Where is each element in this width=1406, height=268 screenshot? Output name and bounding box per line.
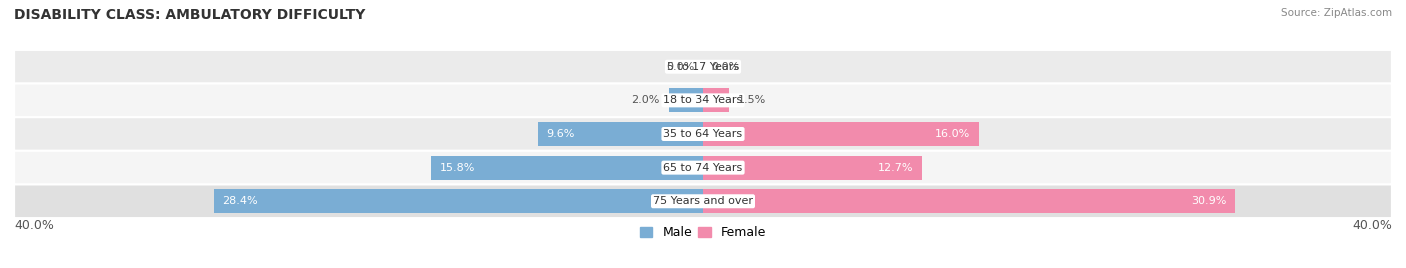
Bar (703, 122, 979, 146)
Text: 15.8%: 15.8% (440, 163, 475, 173)
Text: 9.6%: 9.6% (547, 129, 575, 139)
Text: 30.9%: 30.9% (1191, 196, 1226, 206)
Text: 5 to 17 Years: 5 to 17 Years (666, 62, 740, 72)
Text: 40.0%: 40.0% (1353, 219, 1392, 232)
Text: 40.0%: 40.0% (14, 219, 53, 232)
Bar (703, 189, 1236, 213)
Text: 2.0%: 2.0% (631, 95, 659, 105)
Legend: Male, Female: Male, Female (636, 221, 770, 244)
Bar (703, 88, 728, 113)
FancyBboxPatch shape (14, 84, 1392, 117)
FancyBboxPatch shape (14, 184, 1392, 218)
Text: 16.0%: 16.0% (935, 129, 970, 139)
Text: 18 to 34 Years: 18 to 34 Years (664, 95, 742, 105)
FancyBboxPatch shape (14, 117, 1392, 151)
Bar (430, 155, 703, 180)
Bar (537, 122, 703, 146)
Text: 0.0%: 0.0% (666, 62, 695, 72)
Text: DISABILITY CLASS: AMBULATORY DIFFICULTY: DISABILITY CLASS: AMBULATORY DIFFICULTY (14, 8, 366, 22)
FancyBboxPatch shape (14, 50, 1392, 84)
Text: Source: ZipAtlas.com: Source: ZipAtlas.com (1281, 8, 1392, 18)
FancyBboxPatch shape (14, 151, 1392, 184)
Text: 65 to 74 Years: 65 to 74 Years (664, 163, 742, 173)
Text: 1.5%: 1.5% (738, 95, 766, 105)
Text: 28.4%: 28.4% (222, 196, 259, 206)
Bar (703, 155, 922, 180)
Bar (669, 88, 703, 113)
Text: 75 Years and over: 75 Years and over (652, 196, 754, 206)
Bar (214, 189, 703, 213)
Text: 35 to 64 Years: 35 to 64 Years (664, 129, 742, 139)
Text: 0.0%: 0.0% (711, 62, 740, 72)
Text: 12.7%: 12.7% (877, 163, 912, 173)
